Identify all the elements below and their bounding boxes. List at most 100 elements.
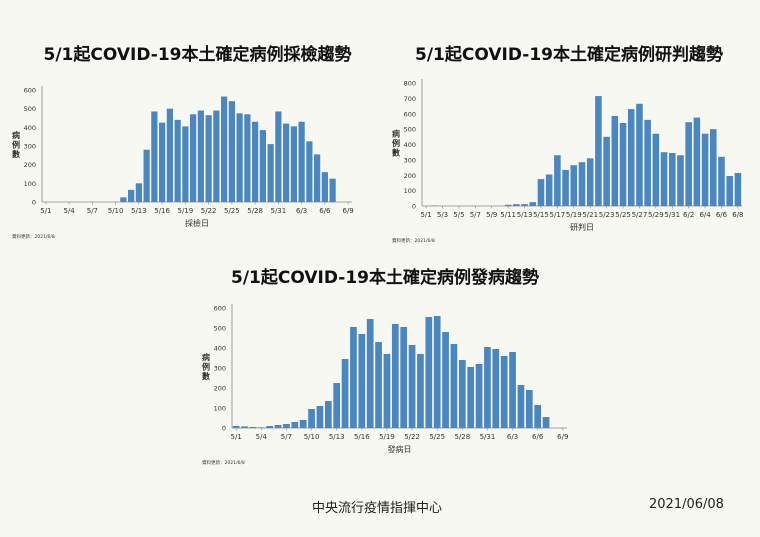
x-axis-label: 發病日 xyxy=(388,444,412,454)
x-tick-label: 5/4 xyxy=(256,433,268,441)
x-tick-label: 6/2 xyxy=(683,211,694,219)
x-tick-label: 5/4 xyxy=(63,207,75,215)
bar xyxy=(458,360,466,428)
bar xyxy=(644,119,651,206)
bar xyxy=(128,189,135,202)
bar xyxy=(537,179,545,206)
bar xyxy=(652,133,660,206)
bar xyxy=(636,103,643,206)
x-tick-label: 6/3 xyxy=(296,207,307,215)
bar xyxy=(350,327,357,428)
x-tick-label: 5/29 xyxy=(648,211,664,219)
y-tick-label: 100 xyxy=(404,187,416,195)
bar xyxy=(159,122,166,202)
x-tick-label: 6/3 xyxy=(507,433,518,441)
bar xyxy=(726,176,733,206)
bar xyxy=(366,319,374,428)
bar xyxy=(228,101,235,202)
y-tick-label: 500 xyxy=(214,325,226,333)
bar xyxy=(314,154,321,202)
bar xyxy=(341,359,349,428)
bar xyxy=(467,367,475,428)
y-tick-label: 500 xyxy=(404,126,416,134)
x-tick-label: 5/25 xyxy=(224,207,240,215)
bar xyxy=(391,324,399,428)
chart-title: 5/1起COVID-19本土確定病例採檢趨勢 xyxy=(43,45,352,65)
y-tick-label: 600 xyxy=(24,87,36,95)
y-tick-label: 500 xyxy=(24,105,36,113)
x-tick-label: 5/13 xyxy=(329,433,345,441)
bar xyxy=(408,345,416,428)
bar xyxy=(693,117,701,206)
x-tick-label: 5/16 xyxy=(154,207,170,215)
bar xyxy=(283,424,290,428)
x-tick-label: 6/8 xyxy=(732,211,743,219)
x-tick-label: 5/22 xyxy=(404,433,420,441)
bar xyxy=(143,149,150,202)
x-tick-label: 5/31 xyxy=(271,207,287,215)
x-tick-label: 5/19 xyxy=(566,211,582,219)
y-tick-label: 800 xyxy=(404,80,416,88)
bar xyxy=(190,114,197,202)
bar xyxy=(685,122,692,206)
x-tick-label: 5/17 xyxy=(550,211,566,219)
x-tick-label: 6/9 xyxy=(342,207,353,215)
bar xyxy=(529,202,537,206)
bar xyxy=(197,110,204,202)
bar xyxy=(182,126,189,202)
bar xyxy=(425,317,433,428)
bar xyxy=(375,342,382,428)
x-tick-label: 6/6 xyxy=(716,211,728,219)
bar xyxy=(570,165,578,206)
bar xyxy=(677,155,684,206)
x-tick-label: 5/7 xyxy=(87,207,98,215)
bar xyxy=(244,114,251,202)
footer-date: 2021/06/08 xyxy=(649,497,724,512)
bar xyxy=(450,344,458,428)
bar xyxy=(554,155,561,206)
x-axis-label: 研判日 xyxy=(570,222,594,232)
bar xyxy=(595,96,602,206)
x-tick-label: 6/6 xyxy=(319,207,331,215)
bar xyxy=(578,162,586,206)
bar xyxy=(484,347,491,428)
bar xyxy=(316,406,324,428)
bar xyxy=(417,354,424,428)
bar xyxy=(166,108,173,202)
x-tick-label: 5/28 xyxy=(247,207,263,215)
bar xyxy=(504,204,512,206)
bar xyxy=(174,119,181,202)
bar xyxy=(701,133,709,206)
x-tick-label: 5/19 xyxy=(178,207,194,215)
x-tick-label: 5/22 xyxy=(201,207,217,215)
bar xyxy=(151,111,158,202)
x-tick-label: 5/31 xyxy=(664,211,680,219)
bar xyxy=(306,141,313,202)
y-tick-label: 100 xyxy=(214,405,226,413)
source-note: 資料更新：2021/6/8 xyxy=(392,237,435,244)
x-tick-label: 5/21 xyxy=(582,211,598,219)
bar xyxy=(259,130,266,202)
bar xyxy=(534,405,542,428)
x-tick-label: 6/4 xyxy=(699,211,711,219)
bar xyxy=(475,364,483,428)
x-tick-label: 5/15 xyxy=(533,211,549,219)
y-tick-label: 600 xyxy=(214,305,226,313)
x-tick-label: 5/7 xyxy=(470,211,481,219)
y-axis-label: 病例數 xyxy=(12,130,20,159)
bar xyxy=(236,113,243,202)
bar xyxy=(734,172,742,206)
chart-diagnosis-panel: 5/1起COVID-19本土確定病例研判趨勢 0 100 200 300 400 500 6… xyxy=(385,40,753,250)
bar xyxy=(333,383,341,428)
y-tick-label: 100 xyxy=(24,180,36,188)
x-tick-label: 5/1 xyxy=(231,433,242,441)
bar xyxy=(619,122,627,206)
bar xyxy=(433,316,441,428)
bar xyxy=(221,96,228,202)
x-tick-label: 5/7 xyxy=(281,433,292,441)
bar xyxy=(525,390,533,428)
chart-title: 5/1起COVID-19本土確定病例發病趨勢 xyxy=(231,268,539,288)
bar xyxy=(266,426,274,428)
bar xyxy=(542,417,550,428)
x-tick-label: 6/6 xyxy=(532,433,544,441)
